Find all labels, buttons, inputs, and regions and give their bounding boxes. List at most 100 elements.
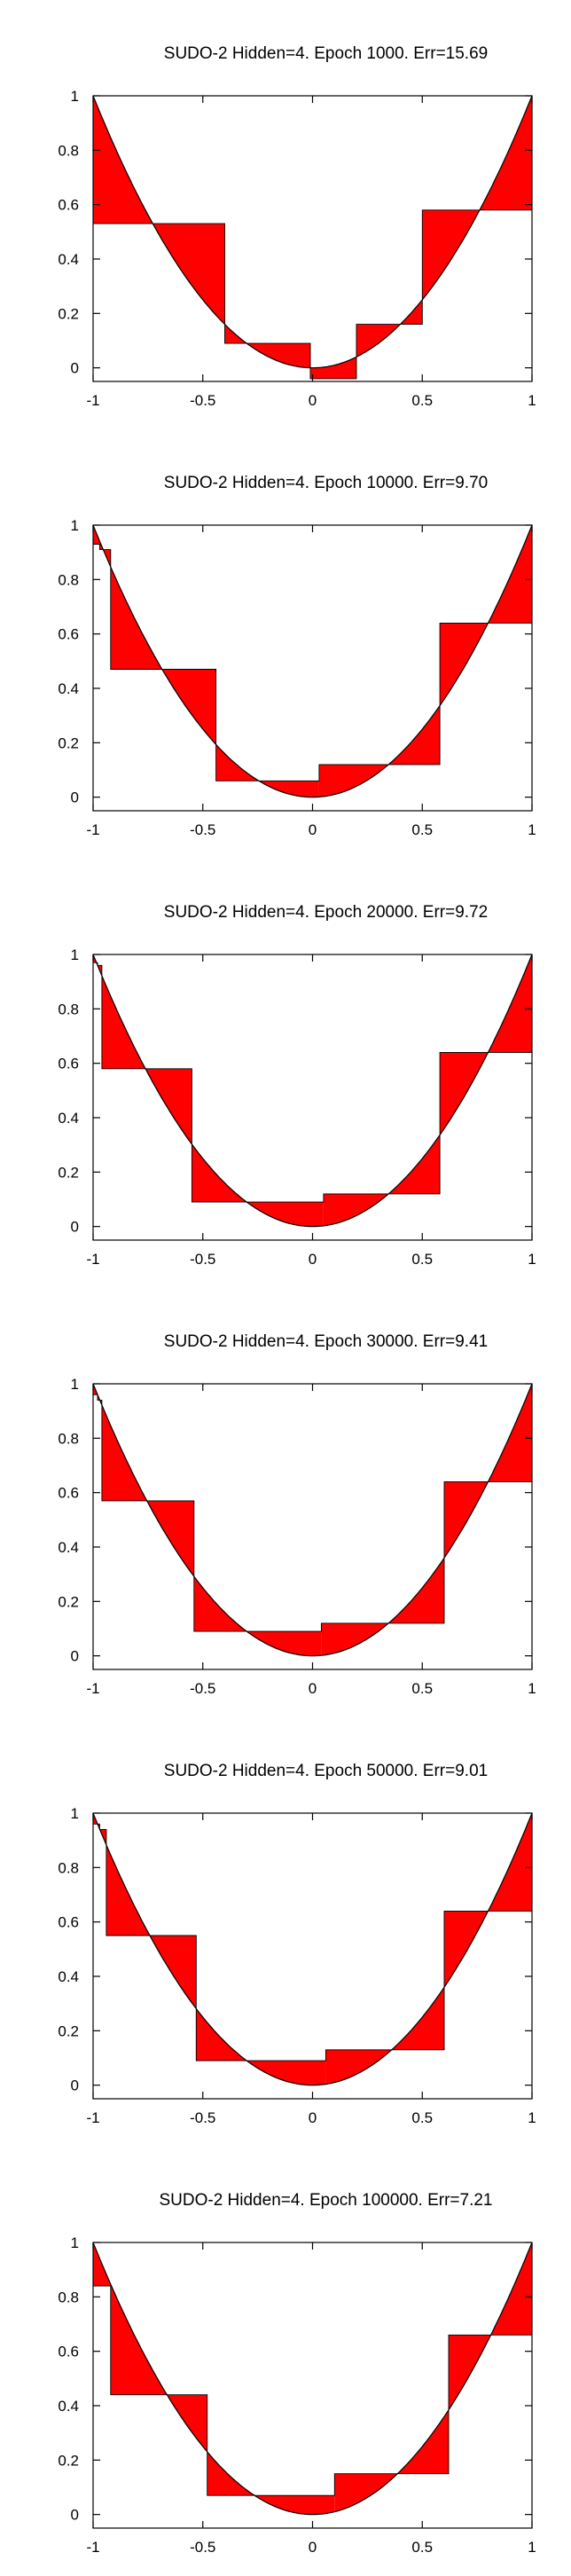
x-tick-label: -0.5 xyxy=(190,821,215,838)
y-tick-label: 0.2 xyxy=(58,734,79,751)
chart-svg: SUDO-2 Hidden=4. Epoch 50000. Err=9.01 -1… xyxy=(58,1762,536,2126)
error-region-1 xyxy=(110,2284,207,2452)
y-tick-label: 0.2 xyxy=(58,2022,79,2039)
error-region-4 xyxy=(422,96,532,300)
y-tick-label: 0.2 xyxy=(58,1164,79,1181)
x-tick-label: 0.5 xyxy=(411,1251,433,1268)
error-region-5 xyxy=(440,525,532,706)
error-region-1 xyxy=(224,324,310,368)
y-tick-label: 0 xyxy=(71,1648,79,1665)
target-curve xyxy=(92,1812,533,2086)
y-tick-label: 0.4 xyxy=(58,680,79,697)
y-tick-label: 0.6 xyxy=(58,626,79,643)
x-tick-label: 0 xyxy=(309,2109,317,2126)
error-region-3 xyxy=(356,300,423,357)
target-curve xyxy=(92,1383,533,1657)
chart-title: SUDO-2 Hidden=4. Epoch 1000. Err=15.69 xyxy=(164,44,488,63)
x-tick-label: -1 xyxy=(86,821,99,838)
x-tick-label: -1 xyxy=(86,1251,99,1268)
error-region-2 xyxy=(110,567,216,745)
x-tick-label: 0.5 xyxy=(411,1680,433,1697)
y-tick-label: 1 xyxy=(71,1376,79,1393)
x-tick-label: -0.5 xyxy=(190,1680,215,1697)
chart-title: SUDO-2 Hidden=4. Epoch 50000. Err=9.01 xyxy=(164,1762,488,1780)
chart-svg: SUDO-2 Hidden=4. Epoch 20000. Err=9.72 -1… xyxy=(58,903,536,1268)
approximation-line xyxy=(93,2285,532,2496)
x-tick-label: -1 xyxy=(86,2109,99,2126)
target-curve xyxy=(92,524,533,798)
y-tick-label: 0.8 xyxy=(58,142,79,159)
y-tick-label: 0.8 xyxy=(58,1859,79,1876)
y-tick-label: 0 xyxy=(71,1219,79,1236)
chart-svg: SUDO-2 Hidden=4. Epoch 10000. Err=9.70 -1… xyxy=(58,474,536,838)
target-curve xyxy=(92,95,533,369)
y-tick-label: 0.4 xyxy=(58,1968,79,1985)
x-tick-label: 1 xyxy=(528,821,536,838)
y-tick-label: 0 xyxy=(71,2507,79,2524)
error-region-3 xyxy=(192,1143,324,1227)
chart-panel-epoch-1000: SUDO-2 Hidden=4. Epoch 1000. Err=15.69 -1… xyxy=(0,0,571,429)
x-tick-label: 0.5 xyxy=(411,392,433,409)
plot-frame xyxy=(92,1812,533,2100)
y-tick-label: 0.8 xyxy=(58,1430,79,1447)
error-region-4 xyxy=(323,1135,441,1226)
y-tick-label: 0.6 xyxy=(58,1485,79,1502)
y-tick-label: 0.4 xyxy=(58,1539,79,1556)
x-tick-label: 1 xyxy=(528,2539,536,2556)
chart-title: SUDO-2 Hidden=4. Epoch 20000. Err=9.72 xyxy=(164,903,488,922)
chart-svg: SUDO-2 Hidden=4. Epoch 1000. Err=15.69 -1… xyxy=(58,44,536,409)
approximation-line xyxy=(93,209,532,380)
error-region-4 xyxy=(449,2242,532,2410)
error-region-5 xyxy=(444,1813,532,1988)
chart-panel-epoch-20000: SUDO-2 Hidden=4. Epoch 20000. Err=9.72 -1… xyxy=(0,859,571,1288)
error-region-2 xyxy=(101,976,192,1144)
x-tick-label: 1 xyxy=(528,1251,536,1268)
error-region-5 xyxy=(440,954,532,1135)
x-tick-label: -0.5 xyxy=(190,1251,215,1268)
error-region-2 xyxy=(101,1405,194,1577)
error-region-3 xyxy=(196,2008,326,2085)
y-tick-label: 0 xyxy=(71,360,79,377)
plot-frame xyxy=(92,954,533,1241)
error-region-4 xyxy=(321,1558,444,1656)
x-tick-label: 0 xyxy=(309,1680,317,1697)
y-tick-label: 0.4 xyxy=(58,1110,79,1127)
y-tick-label: 0.6 xyxy=(58,197,79,214)
error-region-4 xyxy=(325,1987,444,2085)
chart-svg: SUDO-2 Hidden=4. Epoch 100000. Err=7.21 -… xyxy=(58,2191,536,2556)
error-region-3 xyxy=(334,2409,449,2512)
y-tick-label: 0.4 xyxy=(58,2398,79,2415)
target-curve xyxy=(92,954,533,1228)
x-tick-label: -0.5 xyxy=(190,2539,215,2556)
y-tick-label: 0 xyxy=(71,789,79,806)
error-region-0 xyxy=(93,96,225,325)
x-tick-label: 0.5 xyxy=(411,821,433,838)
y-tick-label: 0.6 xyxy=(58,1056,79,1072)
target-curve xyxy=(92,2242,533,2516)
x-tick-label: 1 xyxy=(528,392,536,409)
approximation-line xyxy=(93,1394,532,1632)
error-region-4 xyxy=(318,705,441,797)
x-tick-label: 0.5 xyxy=(411,2109,433,2126)
x-tick-label: 0 xyxy=(309,392,317,409)
x-tick-label: -1 xyxy=(86,392,99,409)
error-region-3 xyxy=(193,1576,322,1656)
y-tick-label: 0.8 xyxy=(58,1001,79,1017)
x-tick-label: 1 xyxy=(528,1680,536,1697)
approximation-line xyxy=(93,544,532,781)
y-tick-label: 1 xyxy=(71,517,79,534)
y-tick-label: 1 xyxy=(71,946,79,963)
x-tick-label: -1 xyxy=(86,1680,99,1697)
x-tick-label: -0.5 xyxy=(190,392,215,409)
y-tick-label: 1 xyxy=(71,1805,79,1822)
y-tick-label: 0.2 xyxy=(58,1593,79,1610)
error-region-3 xyxy=(215,744,319,797)
x-tick-label: 0 xyxy=(309,1251,317,1268)
y-tick-label: 0 xyxy=(71,2077,79,2094)
chart-panel-epoch-30000: SUDO-2 Hidden=4. Epoch 30000. Err=9.41 -1… xyxy=(0,1288,571,1717)
y-tick-label: 0.2 xyxy=(58,2452,79,2469)
x-tick-label: -0.5 xyxy=(190,2109,215,2126)
x-tick-label: 0 xyxy=(309,2539,317,2556)
y-tick-label: 0.4 xyxy=(58,251,79,268)
